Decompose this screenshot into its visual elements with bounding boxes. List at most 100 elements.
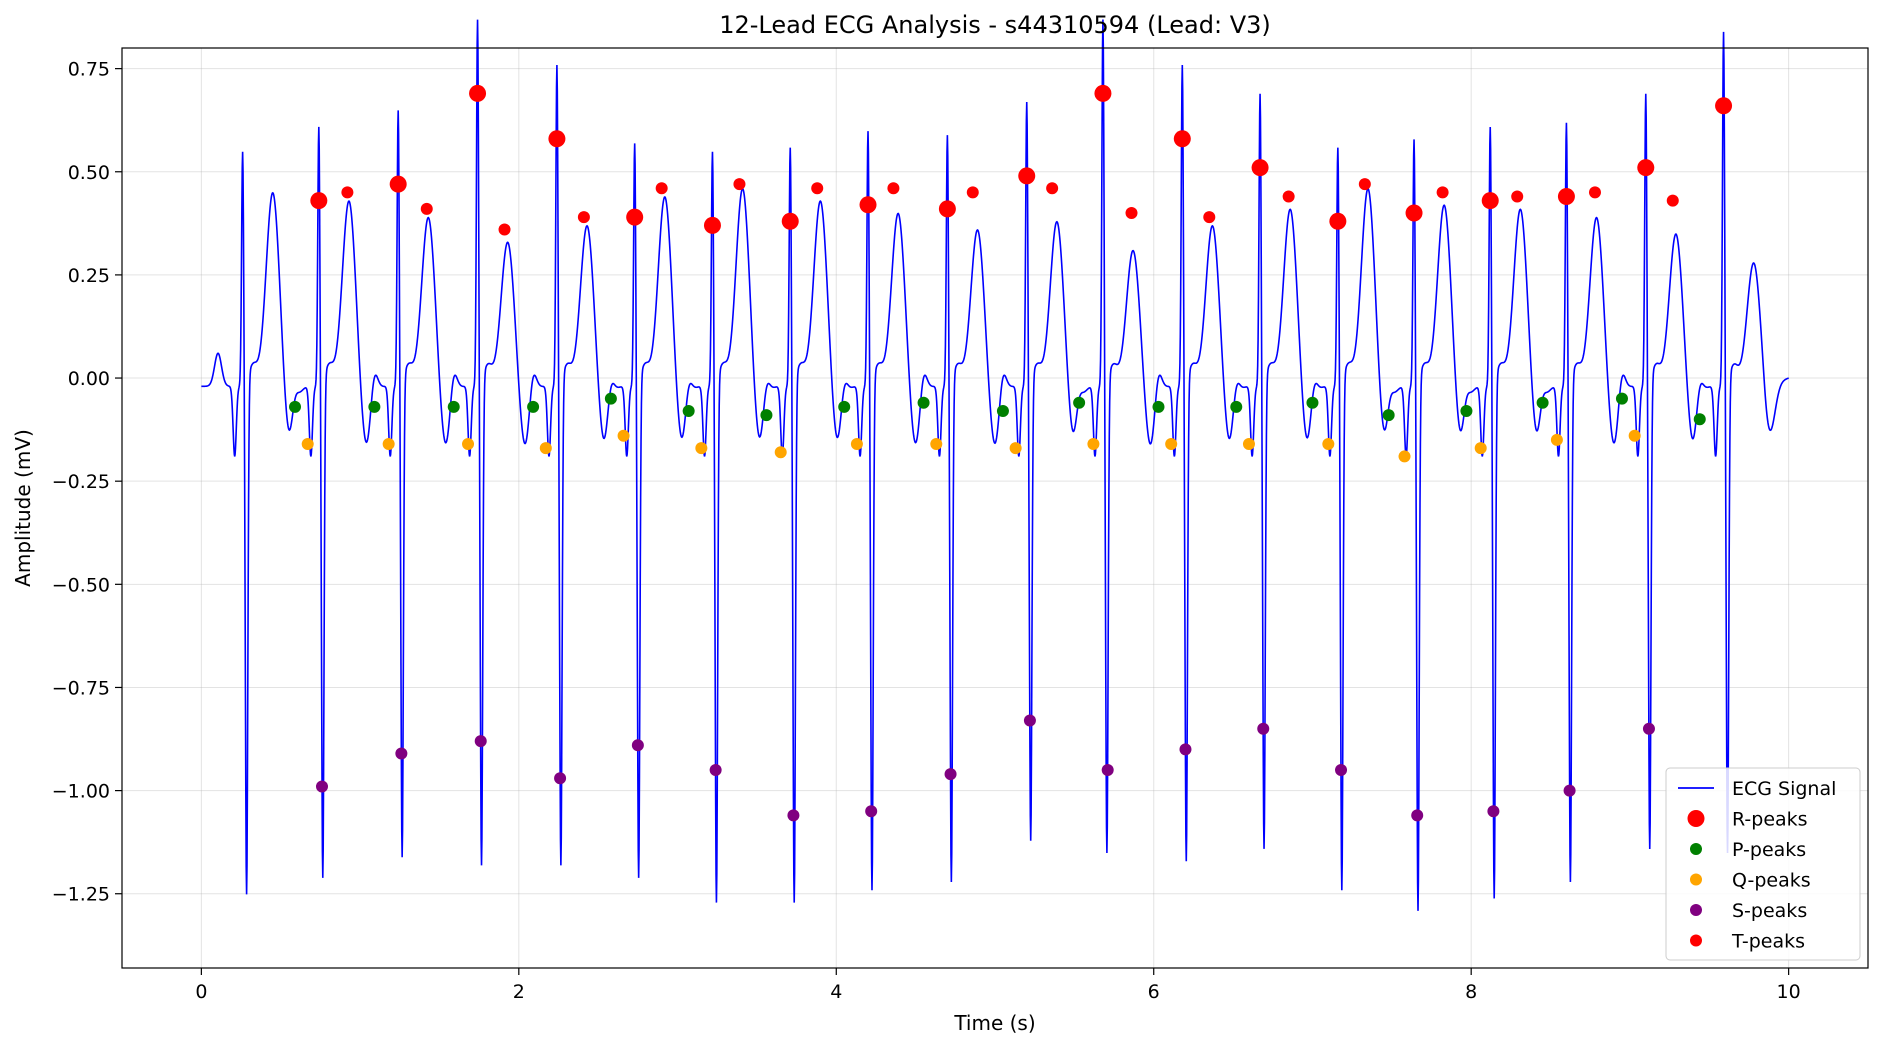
p-peaks-marker xyxy=(289,400,302,413)
t-peaks-marker xyxy=(1203,211,1216,224)
q-peaks-marker xyxy=(462,438,475,451)
s-peaks-marker xyxy=(1179,743,1192,756)
r-peaks-marker xyxy=(1557,188,1575,206)
legend-label: T-peaks xyxy=(1731,931,1805,953)
p-peaks-marker xyxy=(368,400,381,413)
r-peaks-marker xyxy=(1329,212,1347,230)
t-peaks-marker xyxy=(811,182,824,195)
s-peaks-marker xyxy=(1487,805,1500,818)
p-peaks-marker xyxy=(760,409,773,422)
t-peaks-marker xyxy=(1282,190,1295,203)
r-peaks-marker xyxy=(1094,84,1112,102)
legend-marker-swatch xyxy=(1687,810,1705,827)
x-tick-label: 0 xyxy=(195,981,207,1003)
t-peaks-marker xyxy=(1125,207,1138,220)
legend-label: R-peaks xyxy=(1732,809,1808,831)
s-peaks-marker xyxy=(865,805,878,818)
t-peaks-marker xyxy=(577,211,590,224)
p-peaks-marker xyxy=(1230,400,1243,413)
p-peaks-marker xyxy=(1073,396,1086,409)
peak-markers xyxy=(289,84,1733,822)
r-peaks-marker xyxy=(1481,192,1499,210)
legend-item: R-peaks xyxy=(1687,809,1808,831)
y-tick-label: −0.50 xyxy=(52,574,110,596)
s-peaks-marker xyxy=(1563,784,1576,797)
p-peaks-marker xyxy=(1693,413,1706,426)
s-peaks-marker xyxy=(1101,763,1114,776)
r-peaks-marker xyxy=(1715,97,1733,115)
t-peaks-marker xyxy=(1588,186,1601,199)
y-axis-ticks: −1.25 −1.00 −0.75 −0.50 −0.25 0.00 0.25 0.50 0.7… xyxy=(52,59,122,906)
y-axis-label: Amplitude (mV) xyxy=(11,429,35,587)
t-peaks-marker xyxy=(966,186,979,199)
legend-label: P-peaks xyxy=(1732,839,1806,861)
legend-label: S-peaks xyxy=(1732,900,1807,922)
p-peaks-marker xyxy=(1382,409,1395,422)
s-peaks-marker xyxy=(709,763,722,776)
legend-item: T-peaks xyxy=(1690,931,1805,953)
y-tick-label: −0.75 xyxy=(52,677,110,699)
t-peaks-marker xyxy=(1046,182,1059,195)
p-peaks-marker xyxy=(1152,400,1165,413)
r-peaks-marker xyxy=(469,84,487,102)
s-peaks-marker xyxy=(395,747,408,760)
y-tick-label: 0.75 xyxy=(68,59,110,81)
y-tick-label: 0.50 xyxy=(68,162,110,184)
legend-marker-swatch xyxy=(1690,934,1702,947)
r-peaks-marker xyxy=(859,196,877,214)
r-peaks-marker xyxy=(1018,167,1036,185)
p-peaks-marker xyxy=(838,400,851,413)
q-peaks-marker xyxy=(1474,442,1487,455)
q-peaks-marker xyxy=(930,438,943,451)
s-peaks-marker xyxy=(631,739,644,752)
x-axis-ticks: 0 2 4 6 8 10 xyxy=(195,968,1801,1003)
q-peaks-marker xyxy=(382,438,395,451)
y-tick-label: −1.25 xyxy=(52,884,110,906)
s-peaks-marker xyxy=(787,809,800,822)
q-peaks-marker xyxy=(1398,450,1411,463)
s-peaks-marker xyxy=(474,735,487,748)
legend-box xyxy=(1665,767,1861,961)
q-peaks-marker xyxy=(1550,433,1563,446)
r-peaks-marker xyxy=(1173,130,1191,148)
x-tick-label: 8 xyxy=(1465,981,1477,1003)
r-peaks-marker xyxy=(781,212,799,230)
r-peaks-marker xyxy=(389,175,407,193)
legend: ECG Signal R-peaks P-peaks Q-peaks S-peaks T-… xyxy=(1665,767,1861,961)
r-peaks-marker xyxy=(626,208,644,226)
q-peaks-marker xyxy=(301,438,314,451)
r-peaks-marker xyxy=(1637,159,1655,177)
p-peaks-marker xyxy=(682,405,695,418)
legend-item: Q-peaks xyxy=(1690,870,1811,892)
p-peaks-marker xyxy=(604,392,617,405)
t-peaks-marker xyxy=(655,182,668,195)
p-peaks-marker xyxy=(917,396,930,409)
grid xyxy=(122,48,1868,968)
t-peaks-marker xyxy=(1666,194,1679,207)
s-peaks-marker xyxy=(944,768,957,781)
r-peaks-marker xyxy=(310,192,328,210)
p-peaks-marker xyxy=(1615,392,1628,405)
y-tick-label: 0.00 xyxy=(68,368,110,390)
x-tick-label: 2 xyxy=(513,981,525,1003)
chart-title: 12-Lead ECG Analysis - s44310594 (Lead: … xyxy=(719,11,1271,39)
r-peaks-marker xyxy=(548,130,566,148)
p-peaks-marker xyxy=(1536,396,1549,409)
q-peaks-marker xyxy=(850,438,863,451)
legend-label: Q-peaks xyxy=(1732,870,1811,892)
ecg-signal-layer xyxy=(201,19,1789,911)
q-peaks-marker xyxy=(774,446,787,459)
s-peaks-marker xyxy=(1257,722,1270,735)
r-peaks-marker xyxy=(938,200,956,218)
t-peaks-marker xyxy=(420,202,433,215)
p-peaks-marker xyxy=(447,400,460,413)
q-peaks-marker xyxy=(1322,438,1335,451)
t-peaks-marker xyxy=(498,223,511,236)
legend-item: S-peaks xyxy=(1690,900,1807,922)
r-peaks-marker xyxy=(703,216,721,234)
q-peaks-marker xyxy=(539,442,552,455)
ecg-signal-line xyxy=(201,19,1789,911)
